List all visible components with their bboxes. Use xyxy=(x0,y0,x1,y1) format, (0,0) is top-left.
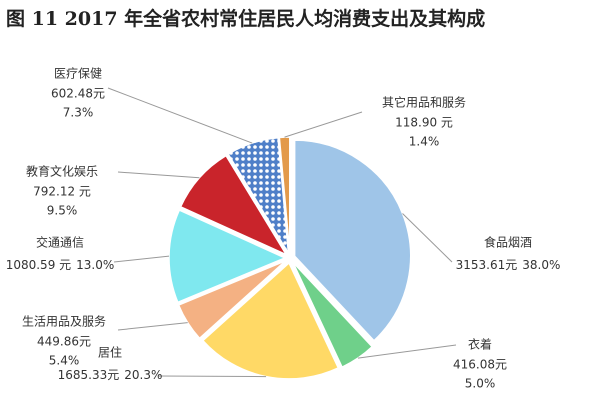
value-percent: 1.4% xyxy=(409,135,440,149)
leader-line xyxy=(402,213,453,263)
category-label: 衣着 xyxy=(468,337,492,352)
category-label: 生活用品及服务 xyxy=(22,314,106,329)
value-amount: 792.12 元 xyxy=(33,185,91,199)
pie-slice xyxy=(227,136,290,254)
value-amount: 449.86元 xyxy=(37,335,91,349)
pie-slice xyxy=(293,139,412,342)
leader-line xyxy=(357,344,457,359)
category-label: 居住 xyxy=(98,346,122,360)
pie-slice xyxy=(168,209,287,304)
chart-title: 图 11 2017 年全省农村常住居民人均消费支出及其构成 xyxy=(6,7,485,30)
value-label: 3153.61元 38.0% xyxy=(456,258,561,272)
value-percent: 13.0% xyxy=(76,258,114,272)
value-percent: 5.0% xyxy=(465,377,496,391)
value-amount: 1080.59 元 xyxy=(6,258,71,272)
leader-line xyxy=(107,87,253,144)
value-amount: 118.90 元 xyxy=(395,116,453,130)
leader-line xyxy=(113,255,170,263)
value-amount: 416.08元 xyxy=(453,358,507,372)
value-percent: 38.0% xyxy=(522,258,560,272)
value-percent: 5.4% xyxy=(49,354,80,368)
value-amount: 1685.33元 xyxy=(58,368,120,382)
leader-line xyxy=(117,322,188,331)
value-percent: 9.5% xyxy=(47,204,78,218)
category-label: 交通通信 xyxy=(36,235,84,250)
value-amount: 602.48元 xyxy=(51,87,105,101)
category-label: 食品烟酒 xyxy=(484,235,532,250)
pie-slice xyxy=(292,261,374,369)
leader-line xyxy=(157,375,267,378)
value-label: 1080.59 元 13.0% xyxy=(6,258,115,272)
category-label: 教育文化娱乐 xyxy=(26,164,98,179)
value-percent: 20.3% xyxy=(124,368,162,382)
leader-line xyxy=(284,111,363,138)
category-label: 医疗保健 xyxy=(54,67,102,81)
leader-line xyxy=(117,171,200,179)
pie-slice xyxy=(177,259,287,340)
category-label: 其它用品和服务 xyxy=(382,95,466,110)
value-label: 1685.33元 20.3% xyxy=(58,368,163,382)
value-percent: 7.3% xyxy=(63,106,94,120)
value-amount: 3153.61元 xyxy=(456,258,518,272)
pie-slice xyxy=(201,261,340,380)
